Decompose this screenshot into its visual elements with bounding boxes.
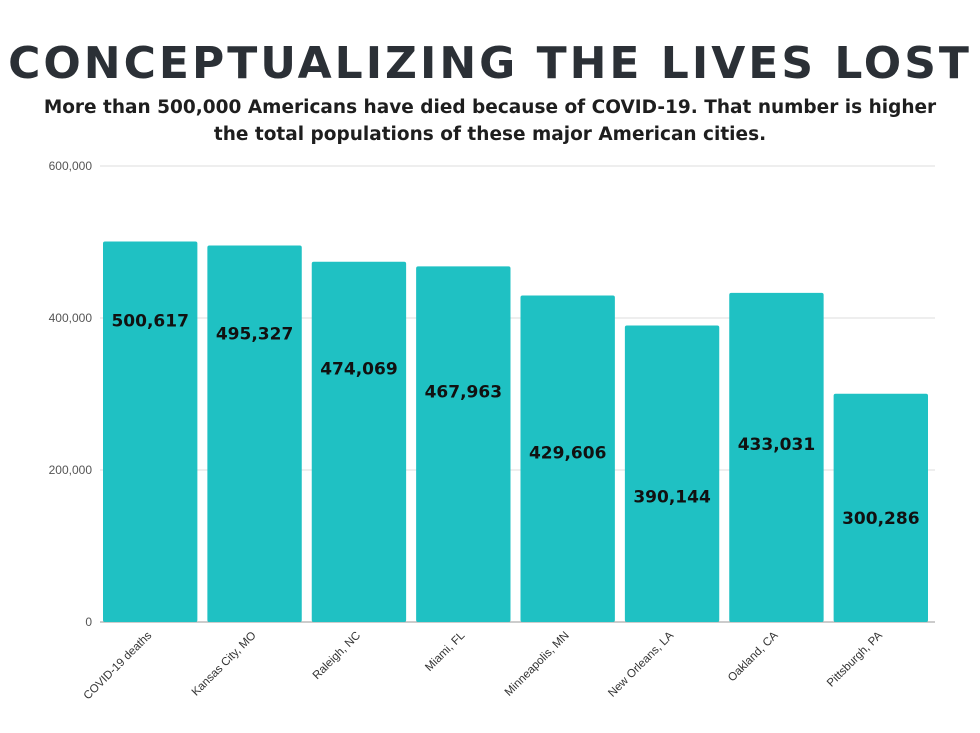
bar <box>416 266 511 622</box>
data-label: 495,327 <box>216 325 293 345</box>
x-tick-label: Oakland, CA <box>726 629 781 684</box>
x-tick-label: Minneapolis, MN <box>503 630 572 699</box>
data-label: 500,617 <box>111 312 188 332</box>
data-label: 390,144 <box>633 487 711 507</box>
chart-subtitle: More than 500,000 Americans have died be… <box>43 97 937 145</box>
y-tick-label: 0 <box>85 615 92 629</box>
bar <box>103 241 198 623</box>
data-label: 300,286 <box>842 509 919 529</box>
chart-title: CONCEPTUALIZING THE LIVES LOST <box>8 38 972 89</box>
bar <box>311 261 407 622</box>
bar <box>833 393 928 622</box>
x-tick-label: New Orleans, LA <box>606 629 676 699</box>
bar <box>207 245 302 622</box>
x-tick-label: Kansas City, MO <box>190 630 259 699</box>
y-tick-label: 400,000 <box>49 311 93 325</box>
data-label: 429,606 <box>529 443 606 463</box>
x-tick-label: Miami, FL <box>423 629 468 674</box>
y-tick-label: 600,000 <box>49 159 93 173</box>
y-tick-label: 200,000 <box>49 463 93 477</box>
bar <box>729 292 824 622</box>
x-tick-label: COVID-19 deaths <box>82 629 155 702</box>
x-tick-label: Pittsburgh, PA <box>825 629 885 689</box>
x-tick-label: Raleigh, NC <box>311 630 363 682</box>
data-label: 467,963 <box>425 382 502 402</box>
bar <box>624 325 720 622</box>
bar <box>520 295 615 622</box>
data-label: 474,069 <box>320 360 397 380</box>
data-label: 433,031 <box>738 435 815 455</box>
